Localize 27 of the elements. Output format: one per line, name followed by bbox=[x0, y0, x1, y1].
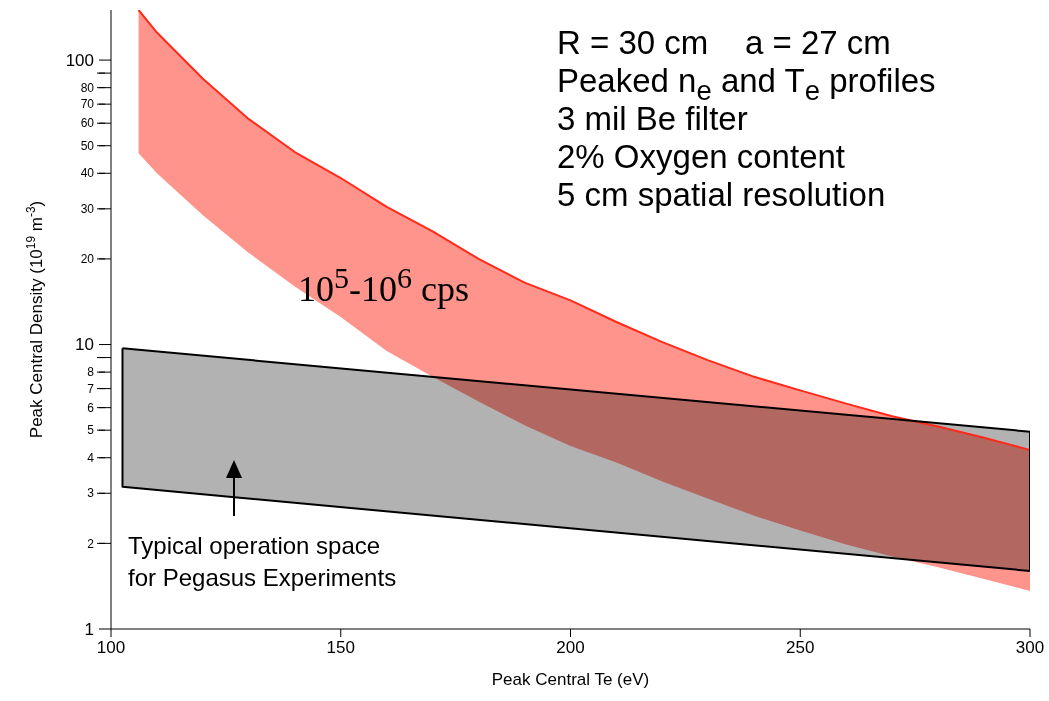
y-tick-label: 4 bbox=[87, 450, 95, 465]
annotation: R = 30 cm a = 27 cm bbox=[557, 24, 891, 62]
y-tick-label: 60 bbox=[80, 116, 95, 131]
annotation: Typical operation space for Pegasus Experiments bbox=[128, 531, 397, 593]
y-tick-label: 70 bbox=[80, 97, 95, 112]
y-tick-label: 50 bbox=[80, 138, 95, 153]
y-tick-label: 8 bbox=[87, 365, 95, 380]
y-tick-label: 100 bbox=[65, 51, 94, 71]
y-tick-label: 2 bbox=[87, 536, 95, 551]
y-tick-label: 80 bbox=[80, 80, 95, 95]
y-tick-label: 7 bbox=[87, 381, 95, 396]
y-tick-label: 30 bbox=[80, 202, 95, 217]
x-tick-label: 200 bbox=[556, 638, 585, 657]
y-tick-label: 6 bbox=[87, 400, 95, 415]
y-tick-label: 20 bbox=[80, 252, 95, 267]
x-tick-label: 250 bbox=[786, 638, 815, 657]
annotation: 10$^{5}$-10$^{6}$ cps bbox=[298, 260, 469, 311]
y-tick-label: 40 bbox=[80, 166, 95, 181]
y-tick-label: 10 bbox=[75, 335, 94, 355]
x-tick-label: 300 bbox=[1015, 638, 1045, 657]
y-tick-label: 1 bbox=[84, 619, 94, 639]
annotation: 5 cm spatial resolution bbox=[557, 176, 886, 214]
x-tick-label: 150 bbox=[326, 638, 355, 657]
annotation: 2% Oxygen content bbox=[557, 138, 846, 176]
x-axis-title: Peak Central Te (eV) bbox=[491, 670, 650, 689]
y-tick-label: 5 bbox=[87, 423, 95, 438]
y-tick-label: 3 bbox=[87, 486, 95, 501]
